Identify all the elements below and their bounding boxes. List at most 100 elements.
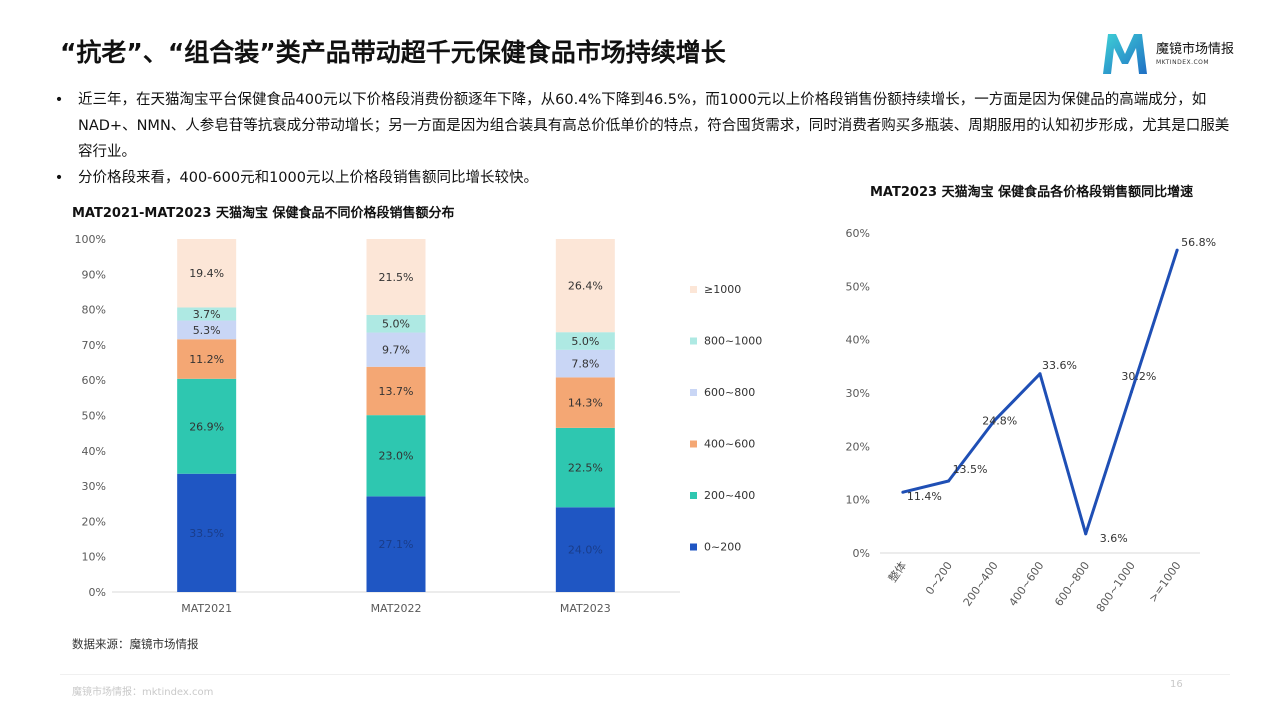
bullet-list: • 近三年，在天猫淘宝平台保健食品400元以下价格段消费份额逐年下降，从60.4… [55,87,1230,191]
brand-logo: 魔镜市场情报 MKTINDEX.COM [1100,30,1250,80]
logo-m-icon [1103,34,1147,74]
bar-data-label: 7.8% [571,358,599,371]
bar-data-label: 33.5% [189,527,224,540]
y-tick-label: 100% [75,233,106,246]
bullet-item: • 近三年，在天猫淘宝平台保健食品400元以下价格段消费份额逐年下降，从60.4… [55,87,1230,165]
logo-name: 魔镜市场情报 [1156,42,1235,57]
bar-data-label: 26.9% [189,420,224,433]
stacked-chart-title: MAT2021-MAT2023 天猫淘宝 保健食品不同价格段销售额分布 [72,206,455,221]
bar-segment [366,496,426,592]
bar-segment [177,473,237,592]
bar-segment [177,339,237,379]
growth-line-chart: 0% 10% 20% 30% 40% 50% 60% 11.4% 13.5% 24.8% 33.6%… [846,227,1217,614]
legend-label: 200~400 [704,489,755,502]
bar-segment [555,239,615,333]
y-tick-label: 90% [82,268,106,281]
legend-swatch [690,492,697,499]
bar-data-label: 14.3% [568,397,603,410]
line-point [1129,390,1133,394]
bar-data-label: 9.7% [382,344,410,357]
legend-swatch [690,440,697,448]
x-category-label: MAT2022 [371,602,422,615]
bar-data-label: 19.4% [189,267,224,280]
x-category-label: MAT2023 [560,602,611,615]
line-point [1038,372,1042,376]
legend-swatch [690,543,697,551]
bar-segment [177,378,237,474]
data-source: 数据来源：魔镜市场情报 [72,637,199,651]
line-data-label: 56.8% [1181,236,1216,249]
y-tick-label: 0% [853,547,870,560]
bar-data-label: 22.5% [568,462,603,475]
line-data-label: 11.4% [907,490,942,503]
y-tick-label: 70% [82,339,106,352]
bar-segment [555,349,615,378]
line-data-label: 33.6% [1042,359,1077,372]
bar-data-label: 27.1% [379,538,414,551]
bar-data-label: 24.0% [568,544,603,557]
legend-label: ≥1000 [704,283,741,296]
x-category-label: 400~600 [1006,559,1046,608]
bar-segment [366,415,426,497]
footer-text: 魔镜市场情报：mktindex.com [72,687,214,698]
bar-segment [177,307,237,321]
bar-segment [366,239,426,315]
y-tick-label: 40% [82,445,106,458]
y-tick-label: 0% [89,586,106,599]
page-title: “抗老”、“组合装”类产品带动超千元保健食品市场持续增长 [60,38,726,67]
line-data-label: 13.5% [953,463,988,476]
bar-data-label: 11.2% [189,353,224,366]
line-point [947,479,951,483]
bar-segment [555,332,615,350]
growth-series-line [902,249,1179,536]
legend-label: 600~800 [704,386,755,399]
line-point [901,490,905,494]
y-tick-label: 20% [846,440,870,453]
logo-subtitle: MKTINDEX.COM [1156,59,1210,66]
footer-divider [60,674,1230,675]
y-tick-label: 40% [846,334,870,347]
page-number: 16 [1170,679,1183,690]
bar-data-label: 23.0% [379,450,414,463]
x-category-label: 600~800 [1052,559,1092,608]
bar-data-label: 3.7% [193,308,221,321]
y-tick-label: 60% [82,374,106,387]
bar-segment [177,239,237,308]
bar-data-label: 5.0% [382,318,410,331]
line-data-label: 30.2% [1121,370,1156,383]
bar-data-label: 5.3% [193,324,221,337]
y-tick-label: 10% [846,494,870,507]
bar-segment [366,332,426,367]
y-tick-label: 20% [82,515,106,528]
line-chart-title: MAT2023 天猫淘宝 保健食品各价格段销售额同比增速 [870,185,1194,200]
legend-swatch [690,286,697,293]
line-point [1084,532,1088,536]
y-tick-label: 30% [82,480,106,493]
line-data-label: 3.6% [1100,532,1128,545]
x-category-label: 0~200 [923,559,955,597]
bullet-marker: • [54,92,64,108]
bar-data-label: 5.0% [571,335,599,348]
x-category-label: >=1000 [1146,559,1183,604]
legend-swatch [690,337,697,345]
bar-segment [177,320,237,340]
bar-data-label: 26.4% [568,280,603,293]
y-tick-label: 80% [82,304,106,317]
y-tick-label: 10% [82,551,106,564]
bullet-item: • 分价格段来看，400-600元和1000元以上价格段销售额同比增长较快。 [55,165,1230,191]
bar-segment [555,377,615,428]
line-point [1175,248,1179,252]
y-tick-label: 50% [846,280,870,293]
x-category-label: 200~400 [961,559,1001,608]
bullet-text: 分价格段来看，400-600元和1000元以上价格段销售额同比增长较快。 [78,170,538,186]
x-category-label: 整体 [885,559,909,585]
y-tick-label: 30% [846,387,870,400]
x-category-label: 800~1000 [1094,559,1138,614]
line-data-label: 24.8% [982,415,1017,428]
legend-label: 800~1000 [704,335,762,348]
bar-segment [366,314,426,333]
bar-segment [366,366,426,416]
bar-segment [555,507,615,592]
y-tick-label: 60% [846,227,870,240]
legend-label: 400~600 [704,438,755,451]
